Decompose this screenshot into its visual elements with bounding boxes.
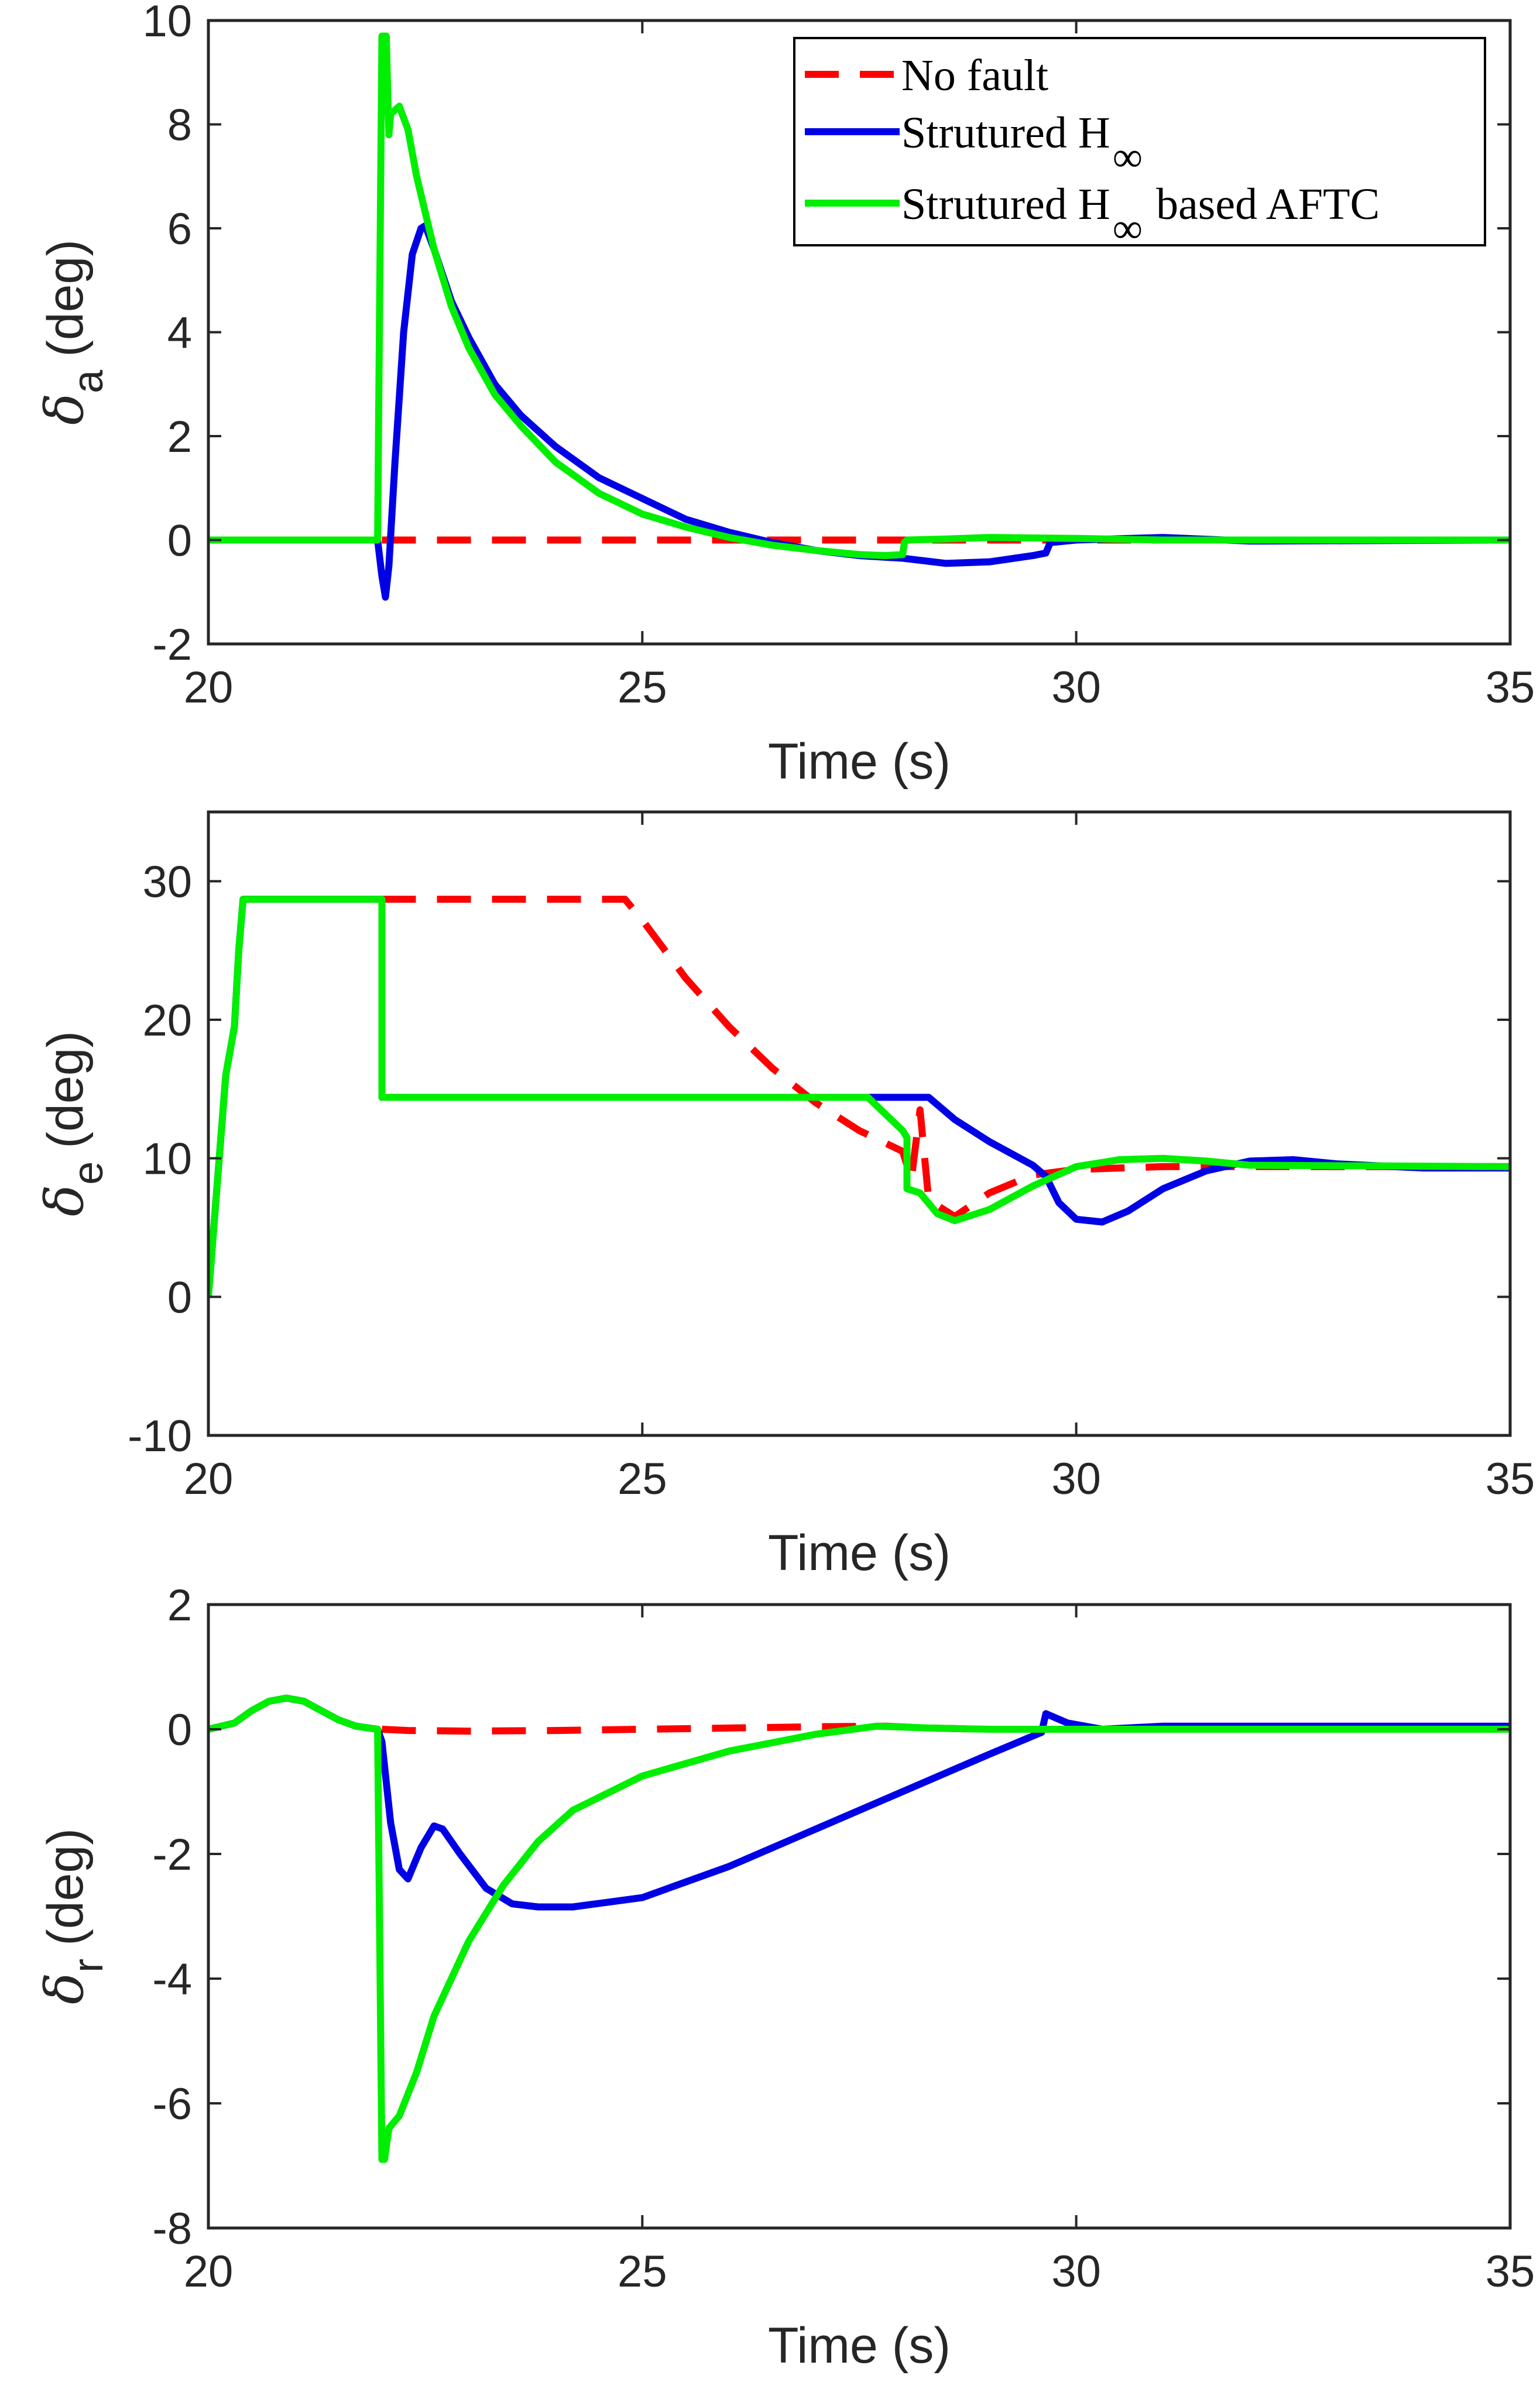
- rudder-chart: 20 25 30 35 -8 -6 -4 -2 0 2 Time (s) δr (deg): [34, 1581, 1535, 2374]
- axis-rudder-xtick-label: 25: [618, 2247, 667, 2297]
- aileron-series-group: [208, 32, 1510, 601]
- aileron-series-aftc: [208, 32, 1510, 560]
- elevator-series-group: [208, 896, 1510, 1297]
- legend-label-infinity: ∞: [1113, 205, 1143, 252]
- axis-elevator-ytick-label: 0: [167, 1273, 192, 1322]
- axis-rudder-ylabel-sub: r: [65, 1959, 112, 1973]
- legend-label-infinity: ∞: [1113, 133, 1143, 180]
- axis-rudder-ylabel: δr (deg): [34, 1828, 112, 2004]
- legend-box: [793, 37, 1486, 246]
- axis-rudder-ytick-label: -4: [152, 1955, 192, 2004]
- axis-elevator-ytick-label: 20: [142, 996, 192, 1046]
- axis-aileron-ylabel-sub: a: [65, 369, 112, 393]
- elevator-series-aftc: [208, 896, 1510, 1297]
- axis-elevator-xtick-label: 30: [1051, 1454, 1101, 1504]
- axis-elevator-ytick-label: 10: [142, 1134, 192, 1184]
- axis-rudder-ytick-label: -2: [152, 1830, 192, 1880]
- axis-elevator-xtick-label: 25: [618, 1454, 667, 1504]
- axis-aileron-ytick-label: 2: [167, 412, 192, 462]
- axis-aileron-ytick-label: -2: [152, 620, 192, 670]
- axis-rudder-ylabel-symbol: δ: [34, 1973, 95, 2004]
- rudder-series-aftc: [208, 1694, 1510, 2163]
- axis-aileron-ytick-label: 0: [167, 516, 192, 566]
- axis-aileron-ylabel: δa (deg): [34, 239, 112, 425]
- legend-label-no-fault: No fault: [901, 51, 1048, 100]
- axis-aileron-xtick-label: 35: [1486, 663, 1535, 712]
- axis-rudder-xtick-label: 20: [184, 2247, 234, 2297]
- axis-rudder-ytick-label: -8: [152, 2204, 192, 2254]
- axis-rudder-xtick-label: 35: [1486, 2247, 1535, 2297]
- axis-rudder-ytick-label: 2: [167, 1581, 192, 1630]
- axis-rudder-xtick-label: 30: [1051, 2247, 1101, 2297]
- axis-elevator-ytick-label: 30: [142, 857, 192, 907]
- legend-label-suffix: based AFTC: [1145, 180, 1380, 229]
- legend-label-main: Strutured H: [901, 180, 1110, 229]
- rudder-series-no-fault: [382, 1722, 1510, 1735]
- axis-aileron-xtick-label: 25: [618, 663, 667, 712]
- axis-elevator-plot-area: [208, 812, 1510, 1435]
- axis-elevator-xtick-label: 20: [184, 1454, 234, 1504]
- legend-label-aftc: Strutured H∞ based AFTC: [901, 180, 1380, 252]
- axis-elevator-ylabel: δe (deg): [34, 1031, 112, 1216]
- axis-elevator-ytick-label: -10: [128, 1411, 192, 1461]
- axis-rudder-ytick-label: -6: [152, 2079, 192, 2129]
- axis-elevator-ylabel-unit: (deg): [37, 1031, 94, 1149]
- axis-elevator-xlabel: Time (s): [768, 1525, 951, 1581]
- axis-aileron-xtick-label: 20: [184, 663, 234, 712]
- axis-rudder-xlabel: Time (s): [768, 2318, 951, 2374]
- axis-aileron-xlabel: Time (s): [768, 734, 951, 790]
- axis-aileron-ylabel-unit: (deg): [37, 239, 94, 357]
- axis-aileron-ytick-label: 8: [167, 101, 192, 150]
- axis-elevator-xtick-label: 35: [1486, 1454, 1535, 1504]
- axis-aileron-ytick-label: 10: [142, 0, 192, 46]
- rudder-series-group: [208, 1694, 1510, 2163]
- axis-elevator-ylabel-symbol: δ: [34, 1185, 95, 1216]
- axis-aileron-xtick-label: 30: [1051, 663, 1101, 712]
- axis-aileron-ytick-label: 6: [167, 204, 192, 254]
- axis-rudder-ylabel-unit: (deg): [37, 1828, 94, 1946]
- axis-aileron-ytick-label: 4: [167, 309, 192, 358]
- legend-label-main: Strutured H: [901, 108, 1110, 157]
- legend-label-main: No fault: [901, 51, 1048, 100]
- axis-rudder-plot-area: [208, 1605, 1510, 2228]
- axis-elevator-ylabel-sub: e: [65, 1161, 112, 1185]
- axis-rudder-ytick-label: 0: [167, 1705, 192, 1755]
- axis-rudder-frame: [207, 1603, 1512, 2230]
- elevator-chart: 20 25 30 35 -10 0 10 20 30 Time (s) δe (deg): [34, 810, 1535, 1581]
- legend-label-structured-hinf: Strutured H∞: [901, 108, 1143, 180]
- aileron-series-structured-hinf: [208, 222, 1510, 601]
- axis-aileron-ylabel-symbol: δ: [34, 393, 95, 425]
- axis-elevator-frame: [207, 810, 1512, 1437]
